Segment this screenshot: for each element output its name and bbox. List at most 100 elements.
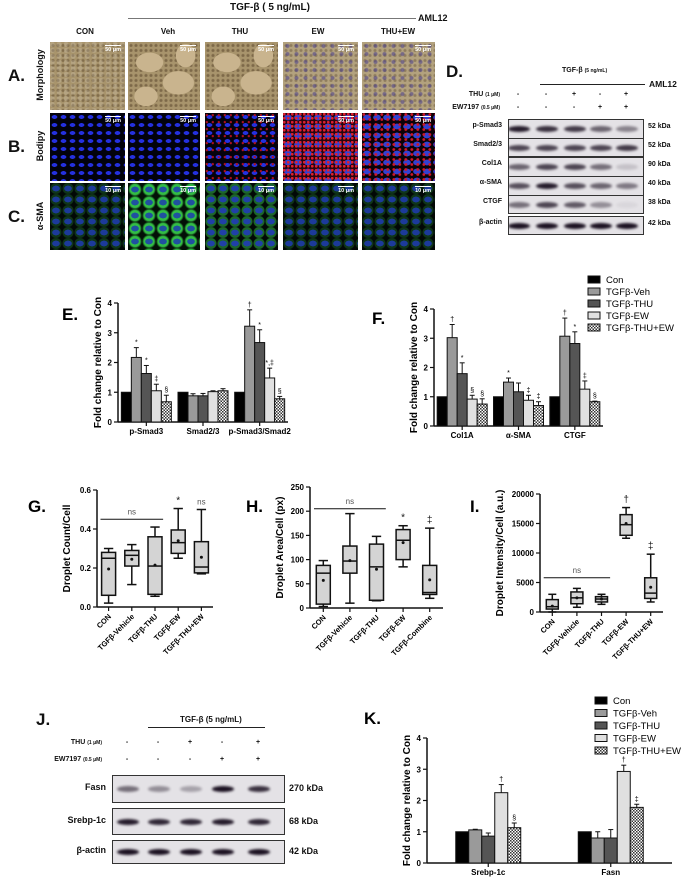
x-tick-label: α-SMA — [506, 431, 532, 440]
significance-mark: * — [145, 357, 148, 364]
y-tick-label: 3 — [417, 765, 422, 774]
condition-name: THU — [468, 91, 484, 98]
y-tick-label: 0 — [424, 422, 429, 431]
blot-strip — [508, 195, 644, 214]
bar — [207, 391, 219, 423]
lane-sign: + — [255, 739, 261, 746]
significance-mark: † — [450, 317, 454, 324]
significance-mark: ‡ — [635, 796, 639, 803]
treatment-line — [540, 84, 645, 85]
bar — [533, 405, 544, 427]
lane-sign: - — [220, 739, 224, 746]
y-tick-label: 3 — [424, 334, 429, 343]
legend-label: TGFβ-THU — [606, 299, 653, 310]
molecular-weight-label: 42 kDa — [648, 219, 671, 227]
treatment-header: TGF-β ( 5 ng/mL) — [230, 2, 310, 13]
lane-sign: + — [623, 91, 629, 98]
y-tick-label: 2 — [108, 359, 113, 368]
micrograph-image: 50 μm — [362, 113, 435, 181]
y-tick-label: 4 — [417, 734, 422, 743]
micrograph-image: 10 μm — [362, 183, 435, 250]
lane-sign: - — [188, 756, 192, 763]
mean-point — [375, 567, 378, 571]
condition-label: THU (1 μM) — [71, 739, 102, 746]
condition-label: EW7197 (0.5 μM) — [452, 104, 500, 111]
molecular-weight-label: 52 kDa — [648, 141, 671, 149]
mean-point — [107, 567, 111, 571]
scale-bar: 50 μm — [338, 118, 354, 124]
micrograph-image: 50 μm — [128, 42, 200, 110]
lane-sign: + — [187, 739, 193, 746]
micrograph-image: 10 μm — [283, 183, 358, 250]
y-axis-label: Fold change relative to Con — [409, 302, 420, 433]
blot-band — [616, 164, 638, 170]
micrograph-image: 50 μm — [50, 42, 125, 110]
mean-point — [624, 522, 628, 525]
chart-k: K. 0 1 2 3 4 Fold change relative to Con Srebp-… — [364, 696, 681, 877]
bar — [629, 806, 644, 864]
condition-conc: (1 μM) — [485, 92, 500, 98]
legend-label: TGFβ-THU+EW — [613, 746, 681, 757]
blot-band — [590, 126, 612, 132]
bar — [455, 831, 470, 864]
blot-band — [616, 126, 638, 132]
blot-band — [212, 786, 234, 792]
bar — [197, 395, 209, 423]
micrograph-image: 10 μm — [205, 183, 278, 250]
significance-mark: * — [573, 324, 576, 331]
y-tick-label: 0.4 — [80, 525, 92, 534]
blot-strip — [112, 840, 285, 864]
bar — [507, 827, 522, 864]
lane-sign: - — [572, 104, 576, 111]
x-tick-label: CTGF — [564, 431, 586, 440]
legend-swatch — [587, 287, 601, 296]
x-tick-label: p-Smad3/Smad2 — [229, 427, 292, 436]
legend-swatch — [594, 709, 608, 717]
mean-point — [600, 597, 603, 601]
chart-f: F. 0 1 2 3 4 Fold change relative to Con Col1A α… — [372, 275, 674, 440]
y-tick-label: 0 — [108, 418, 113, 427]
treatment-header: TGF-β (5 ng/mL) — [180, 715, 242, 724]
significance-mark: * — [461, 355, 464, 362]
legend-swatch — [594, 721, 608, 730]
legend-swatch — [587, 323, 601, 332]
micrograph-image: 50 μm — [283, 42, 358, 110]
blot-band — [248, 849, 270, 855]
lane-sign: - — [156, 739, 160, 746]
y-tick-label: 100 — [291, 556, 305, 565]
scale-bar: 50 μm — [258, 47, 274, 53]
bracket-label: ns — [573, 566, 581, 575]
condition-label: THU (1 μM) — [469, 91, 500, 98]
x-tick-label: p-Smad3 — [129, 427, 163, 436]
x-tick-label: CON — [95, 612, 113, 630]
blot-band — [117, 849, 139, 855]
condition-name: THU — [70, 739, 86, 746]
y-tick-label: 50 — [295, 580, 304, 589]
legend-swatch — [587, 299, 601, 308]
significance-mark: ‡ — [427, 515, 433, 526]
blot-band — [536, 201, 558, 208]
blot-band — [536, 183, 558, 189]
bar — [494, 792, 509, 864]
x-tick-label: CON — [310, 613, 328, 631]
scale-bar: 10 μm — [180, 188, 196, 194]
blot-band — [616, 183, 638, 189]
bar — [590, 837, 605, 864]
condition-name: EW7197 — [452, 104, 480, 111]
bar — [130, 356, 142, 423]
y-tick-label: 4 — [108, 299, 113, 308]
significance-mark: *,‡ — [265, 360, 274, 367]
column-label: EW — [311, 27, 325, 36]
micrograph-image: 50 μm — [50, 113, 125, 181]
lane-sign: - — [125, 739, 129, 746]
blot-band — [590, 183, 612, 189]
panel-letter: F. — [372, 309, 385, 328]
blot-band — [148, 849, 170, 855]
lane-sign: - — [516, 91, 520, 98]
legend-label: TGFβ-THU — [613, 721, 660, 732]
blot-band — [616, 144, 638, 151]
lane-sign: - — [516, 104, 520, 111]
scale-bar: 50 μm — [258, 118, 274, 124]
significance-mark: * — [258, 322, 261, 329]
condition-conc: (0.5 μM) — [83, 757, 102, 763]
